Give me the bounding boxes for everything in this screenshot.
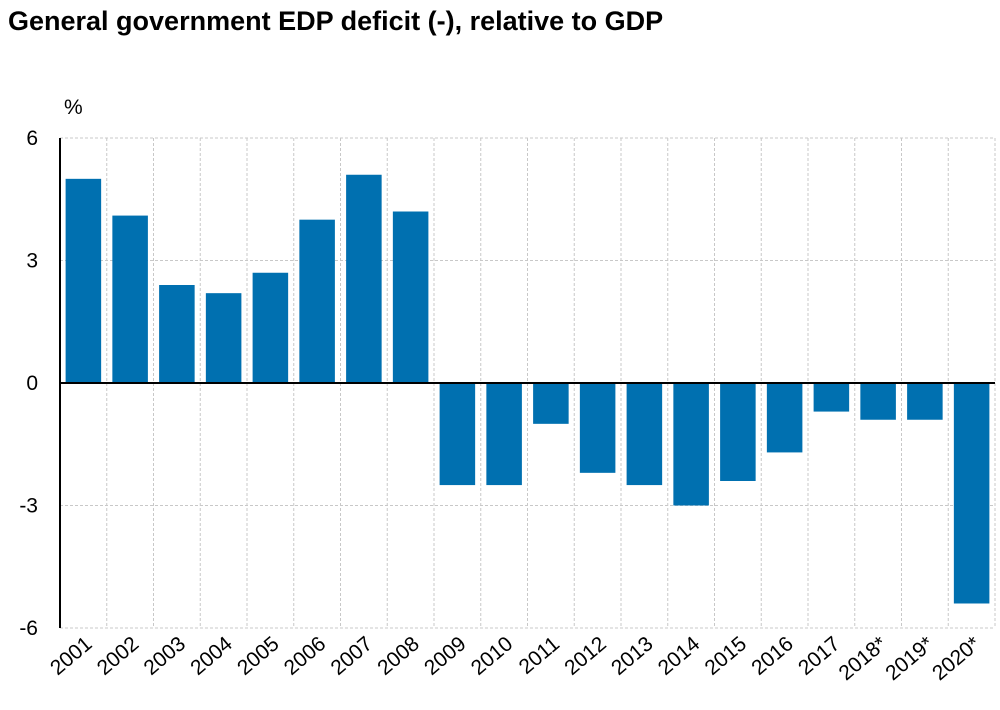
chart-title: General government EDP deficit (-), rela… bbox=[8, 6, 664, 36]
x-tick-label: 2013 bbox=[607, 632, 658, 680]
y-tick-label: -6 bbox=[19, 617, 38, 640]
bar-2012 bbox=[579, 383, 616, 473]
x-tick-label: 2007 bbox=[327, 632, 378, 680]
x-tick-label: 2012 bbox=[560, 632, 611, 680]
bar-2014 bbox=[673, 383, 709, 506]
bar-2006 bbox=[299, 219, 335, 383]
x-tick-label: 2011 bbox=[515, 632, 564, 679]
x-tick-label: 2003 bbox=[140, 632, 191, 680]
bar-2016 bbox=[766, 383, 803, 453]
bar-2003 bbox=[159, 285, 195, 383]
x-tick-label: 2015 bbox=[701, 632, 752, 680]
x-tick-label: 2014 bbox=[654, 632, 705, 680]
x-tick-label: 2008 bbox=[373, 632, 424, 680]
bar-2020 bbox=[953, 383, 990, 604]
bar-2004 bbox=[205, 293, 242, 383]
bar-2017 bbox=[813, 383, 850, 412]
y-tick-label: -3 bbox=[19, 495, 38, 518]
bar-2007 bbox=[346, 174, 382, 383]
bar-2001 bbox=[65, 178, 102, 383]
bar-2002 bbox=[112, 215, 148, 383]
x-tick-label: 2010 bbox=[467, 632, 518, 680]
bar-2015 bbox=[720, 383, 756, 481]
x-tick-label: 2005 bbox=[233, 632, 284, 680]
x-tick-label: 2001 bbox=[46, 632, 97, 680]
x-tick-label: 2020* bbox=[928, 632, 985, 685]
y-tick-label: 0 bbox=[26, 372, 38, 395]
y-tick-label: 3 bbox=[26, 250, 38, 273]
bar-2005 bbox=[252, 272, 289, 383]
bar-2018 bbox=[860, 383, 896, 420]
bar-2011 bbox=[533, 383, 569, 424]
bar-2008 bbox=[392, 211, 429, 383]
bar-2010 bbox=[486, 383, 522, 486]
x-tick-label: 2002 bbox=[93, 632, 144, 680]
x-tick-label: 2017 bbox=[794, 632, 845, 680]
x-tick-label: 2016 bbox=[747, 632, 798, 680]
y-tick-label: 6 bbox=[26, 127, 38, 150]
bar-2013 bbox=[626, 383, 663, 486]
y-axis-label: % bbox=[64, 96, 83, 119]
bar-2019 bbox=[907, 383, 943, 420]
x-tick-label: 2019* bbox=[881, 632, 938, 685]
x-tick-label: 2004 bbox=[186, 632, 237, 680]
x-tick-label: 2018* bbox=[835, 632, 892, 685]
x-tick-label: 2006 bbox=[280, 632, 331, 680]
bar-2009 bbox=[439, 383, 476, 486]
x-tick-label: 2009 bbox=[420, 632, 471, 680]
